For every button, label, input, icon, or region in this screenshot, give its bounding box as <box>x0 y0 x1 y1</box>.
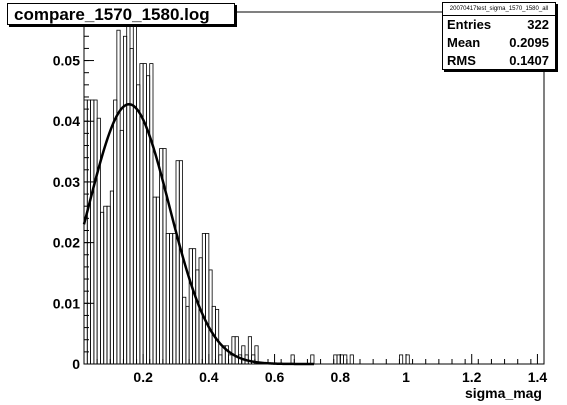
histogram-bar <box>234 336 239 365</box>
histogram-bar <box>254 345 259 365</box>
histogram-bar <box>172 233 177 365</box>
histogram-bar <box>126 11 131 365</box>
histogram-bar <box>149 63 154 365</box>
x-tick-label: 0.8 <box>331 369 351 385</box>
histogram-bar <box>86 99 91 365</box>
statistics-box: 20070417test_sigma_1570_1580_all Entries… <box>442 2 556 70</box>
y-tick-label: 0.05 <box>53 53 80 69</box>
x-tick-label: 0.6 <box>265 369 285 385</box>
gaussian-fit-curve <box>82 102 314 366</box>
y-tick-label: 0.04 <box>53 113 80 129</box>
histogram-bar <box>123 35 128 365</box>
histogram-bar <box>103 205 108 365</box>
histogram-bar <box>109 190 114 365</box>
histogram-bar <box>192 248 197 365</box>
histogram-bar <box>119 129 124 365</box>
histogram-bar <box>182 296 187 365</box>
histogram-bar <box>139 63 144 365</box>
y-tick-label: 0 <box>72 356 80 372</box>
y-tick-label: 0.02 <box>53 235 80 251</box>
stats-label: Entries <box>447 17 492 32</box>
histogram-bar <box>155 196 160 365</box>
histogram-bar <box>136 84 141 365</box>
histogram-bar <box>142 63 147 365</box>
stats-row-mean: Mean 0.2095 <box>443 34 555 52</box>
histogram-bar <box>188 248 193 365</box>
histogram-bar <box>116 29 121 365</box>
stats-histogram-name: 20070417test_sigma_1570_1580_all <box>443 3 555 16</box>
histogram-bar <box>106 205 111 365</box>
y-axis: 0 0.01 0.02 0.03 0.04 0.05 <box>53 23 94 372</box>
x-axis-label: sigma_mag <box>465 385 542 401</box>
histogram-bar <box>231 336 236 365</box>
x-tick-label: 0.4 <box>199 369 219 385</box>
stats-label: Mean <box>447 35 481 50</box>
histogram-bar <box>218 354 223 365</box>
x-tick-label: 1.4 <box>528 369 548 385</box>
histogram-bar <box>185 305 190 365</box>
x-axis: 0.2 0.4 0.6 0.8 1 1.2 1.4 <box>83 354 548 385</box>
histogram-bar <box>113 99 118 365</box>
histogram-bar <box>208 269 213 365</box>
histogram-bar <box>349 354 354 365</box>
histogram-bar <box>152 196 157 365</box>
stats-value: 0.1407 <box>509 53 549 68</box>
histogram-bar <box>129 48 134 365</box>
histogram-bar <box>96 117 101 365</box>
histogram-bar <box>195 269 200 365</box>
histogram-bar <box>132 11 137 365</box>
plot-title: compare_1570_1580.log <box>14 5 210 24</box>
histogram-bar <box>100 211 105 365</box>
histogram-bar <box>90 99 95 365</box>
stats-row-rms: RMS 0.1407 <box>443 52 555 70</box>
histogram-bar <box>205 233 210 365</box>
x-tick-label: 1.2 <box>462 369 482 385</box>
y-tick-label: 0.03 <box>53 174 80 190</box>
histogram-bar <box>93 99 98 365</box>
histogram-bar <box>175 160 180 365</box>
stats-value: 322 <box>527 17 549 32</box>
x-tick-label: 1 <box>402 369 410 385</box>
histogram-bar <box>165 233 170 365</box>
histogram-bars <box>83 11 410 365</box>
histogram-bar <box>178 160 183 365</box>
histogram-bar <box>201 233 206 365</box>
plot-title-box: compare_1570_1580.log <box>7 3 235 25</box>
stats-row-entries: Entries 322 <box>443 16 555 34</box>
stats-value: 0.2095 <box>509 35 549 50</box>
stats-label: RMS <box>447 53 476 68</box>
y-tick-label: 0.01 <box>53 295 80 311</box>
histogram-bar <box>146 75 151 365</box>
histogram-bar <box>169 233 174 365</box>
x-tick-label: 0.2 <box>133 369 153 385</box>
histogram-bar <box>247 336 252 365</box>
histogram-bar <box>310 354 315 365</box>
